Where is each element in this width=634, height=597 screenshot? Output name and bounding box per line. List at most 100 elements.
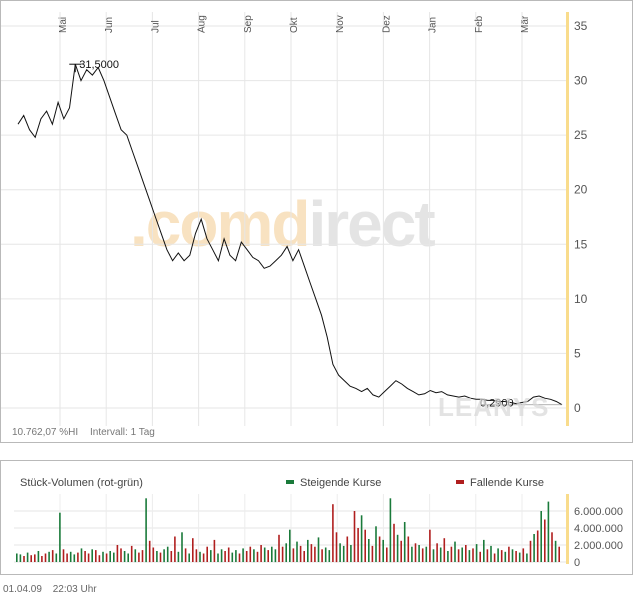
price-x-tick-label: Jul — [150, 20, 161, 33]
footer-date: 01.04.09 — [3, 584, 42, 595]
volume-bar — [479, 551, 481, 562]
volume-bar — [461, 547, 463, 562]
volume-bar — [199, 551, 201, 562]
volume-bar — [141, 550, 144, 562]
price-x-tick-label: Dez — [381, 15, 392, 33]
price-annotations: 31,5000 0,2900 — [69, 59, 562, 410]
volume-bar — [181, 532, 183, 563]
watermark-text: .comdirect — [130, 188, 435, 260]
volume-bar — [547, 501, 550, 562]
volume-y-tick-label: 4.000.000 — [574, 523, 623, 535]
volume-bar — [432, 549, 435, 563]
volume-bar — [342, 545, 345, 562]
volume-bar — [457, 549, 460, 563]
watermark-source: LEANYS — [438, 392, 549, 422]
volume-bar — [231, 552, 234, 562]
volume-bar — [328, 550, 331, 562]
volume-bar — [421, 548, 424, 562]
price-x-tick-label: Sep — [243, 15, 254, 33]
volume-bar — [192, 538, 194, 562]
volume-bar — [483, 539, 485, 562]
volume-bar — [69, 551, 72, 562]
volume-bar — [91, 549, 93, 563]
volume-bar — [324, 547, 327, 562]
price-y-tick-label: 20 — [574, 183, 588, 197]
volume-bar — [256, 551, 259, 562]
volume-bar — [120, 548, 122, 562]
volume-bar — [98, 555, 101, 562]
volume-bar — [425, 546, 428, 562]
footer-time: 22:03 Uhr — [52, 584, 97, 595]
volume-bar — [37, 551, 40, 562]
volume-bar — [188, 553, 190, 562]
volume-bar — [138, 552, 140, 562]
volume-bar — [508, 546, 510, 562]
volume-bar — [418, 545, 420, 562]
volume-bar — [522, 548, 525, 562]
volume-bar — [439, 547, 442, 562]
volume-bar — [16, 553, 18, 562]
volume-bar — [536, 530, 539, 562]
volume-y-tick-label: 0 — [574, 557, 580, 569]
volume-bar — [515, 551, 517, 562]
price-y-tick-label: 15 — [574, 237, 588, 251]
volume-bar — [310, 544, 313, 562]
volume-bar — [450, 546, 453, 562]
volume-bar — [253, 549, 255, 563]
volume-bar — [109, 551, 111, 562]
price-y-tick-label: 0 — [574, 401, 581, 415]
volume-bar — [447, 551, 449, 562]
volume-bar — [220, 549, 223, 563]
volume-bar — [396, 534, 399, 562]
volume-bar — [314, 546, 316, 562]
volume-bar — [59, 512, 61, 562]
timestamp-footer: 01.04.09 22:03 Uhr — [3, 584, 105, 595]
volume-bar — [468, 550, 471, 562]
volume-bar — [490, 545, 492, 562]
volume-bar — [263, 547, 266, 562]
volume-bar — [113, 552, 115, 562]
volume-bar — [145, 498, 147, 563]
volume-bar — [332, 504, 334, 562]
price-y-tick-label: 5 — [574, 346, 581, 360]
volume-bar — [353, 511, 356, 562]
price-y-tick-label: 10 — [574, 292, 588, 306]
volume-bar — [48, 551, 50, 562]
legend-label: Fallende Kurse — [470, 477, 544, 489]
volume-bar — [475, 544, 478, 562]
volume-legend: Steigende Kurse Fallende Kurse — [286, 477, 544, 489]
volume-bar — [130, 545, 133, 562]
volume-bar — [177, 551, 180, 562]
volume-bar — [26, 552, 29, 562]
volume-bar — [511, 549, 514, 563]
volume-bar — [533, 534, 535, 562]
volume-bar — [321, 549, 323, 563]
price-x-tick-label: Nov — [335, 15, 346, 33]
volume-bar — [41, 556, 43, 562]
volume-bar — [174, 536, 176, 562]
price-y-tick-label: 25 — [574, 128, 588, 142]
volume-bar — [166, 546, 169, 562]
volume-bar — [278, 534, 280, 562]
price-x-tick-label: Jun — [104, 17, 115, 33]
volume-bar — [217, 553, 219, 562]
volume-title: Stück-Volumen (rot-grün) — [20, 477, 143, 489]
volume-bar — [127, 553, 129, 562]
volume-bar — [116, 545, 119, 562]
volume-bar — [23, 556, 25, 562]
volume-bar — [95, 550, 97, 562]
price-x-tick-labels: Mai Jun Jul Aug Sep Okt Nov Dez Jan Feb Mär — [58, 15, 531, 33]
chart-canvas: .comdirect Mai Jun Jul Aug Sep Okt Nov Dez Jan Fe… — [0, 0, 633, 575]
volume-bar — [551, 532, 553, 563]
volume-bar — [339, 543, 341, 562]
volume-bar — [364, 529, 366, 562]
volume-bar — [292, 548, 295, 562]
volume-bar — [389, 498, 392, 563]
volume-bar — [77, 552, 79, 562]
volume-bar — [202, 553, 205, 562]
price-x-tick-label: Feb — [474, 15, 485, 33]
volume-bar — [102, 551, 104, 562]
volume-bar — [44, 553, 47, 562]
price-yaxis-bar — [566, 12, 569, 426]
volume-bar — [34, 554, 36, 562]
